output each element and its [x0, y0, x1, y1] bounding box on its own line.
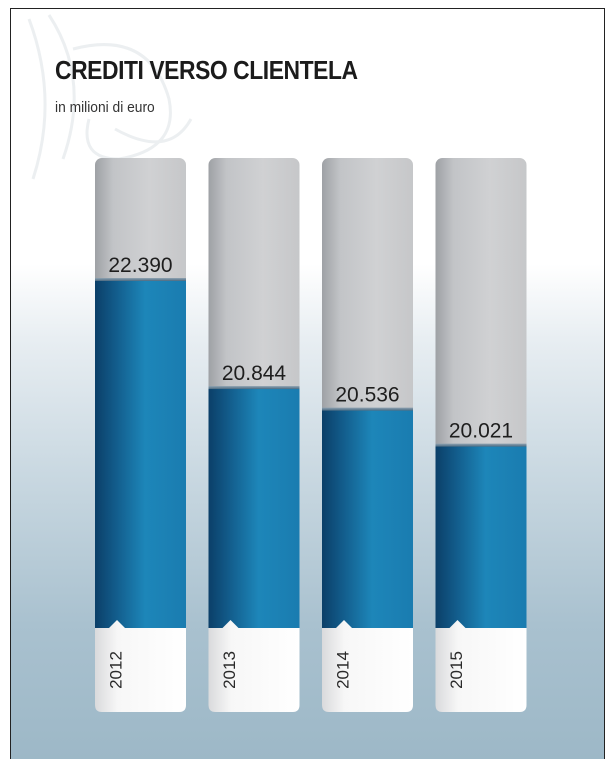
- bar-cap-2015: [435, 443, 527, 447]
- bar-group-2012: 22.390 2012: [95, 158, 186, 712]
- year-tab-2014: [322, 620, 413, 712]
- year-tab-2012: [95, 620, 186, 712]
- category-label-2014: 2014: [333, 651, 352, 689]
- bar-2013: [208, 388, 300, 628]
- value-label-2014: 20.536: [335, 384, 399, 407]
- bar-group-2015: 20.021 2015: [435, 158, 527, 712]
- bar-cap-2014: [322, 407, 413, 411]
- year-tab-2015: [435, 620, 527, 712]
- chart-subtitle: in milioni di euro: [55, 99, 155, 116]
- bar-2015: [435, 445, 527, 628]
- bar-group-2013: 20.844 2013: [208, 158, 300, 712]
- year-tab-2013: [208, 620, 300, 712]
- chart-title: CREDITI VERSO CLIENTELA: [55, 55, 358, 85]
- bar-2012: [95, 280, 186, 628]
- value-label-2013: 20.844: [222, 362, 287, 385]
- category-label-2013: 2013: [220, 651, 239, 689]
- bar-group-2014: 20.536 2014: [322, 158, 413, 712]
- logo-watermark: [27, 14, 193, 180]
- bar-cap-2012: [95, 278, 186, 281]
- value-label-2015: 20.021: [449, 420, 513, 443]
- value-label-2012: 22.390: [108, 254, 172, 277]
- bar-2014: [322, 409, 413, 628]
- category-label-2012: 2012: [106, 651, 125, 689]
- category-label-2015: 2015: [447, 651, 466, 689]
- bar-cap-2013: [208, 386, 300, 390]
